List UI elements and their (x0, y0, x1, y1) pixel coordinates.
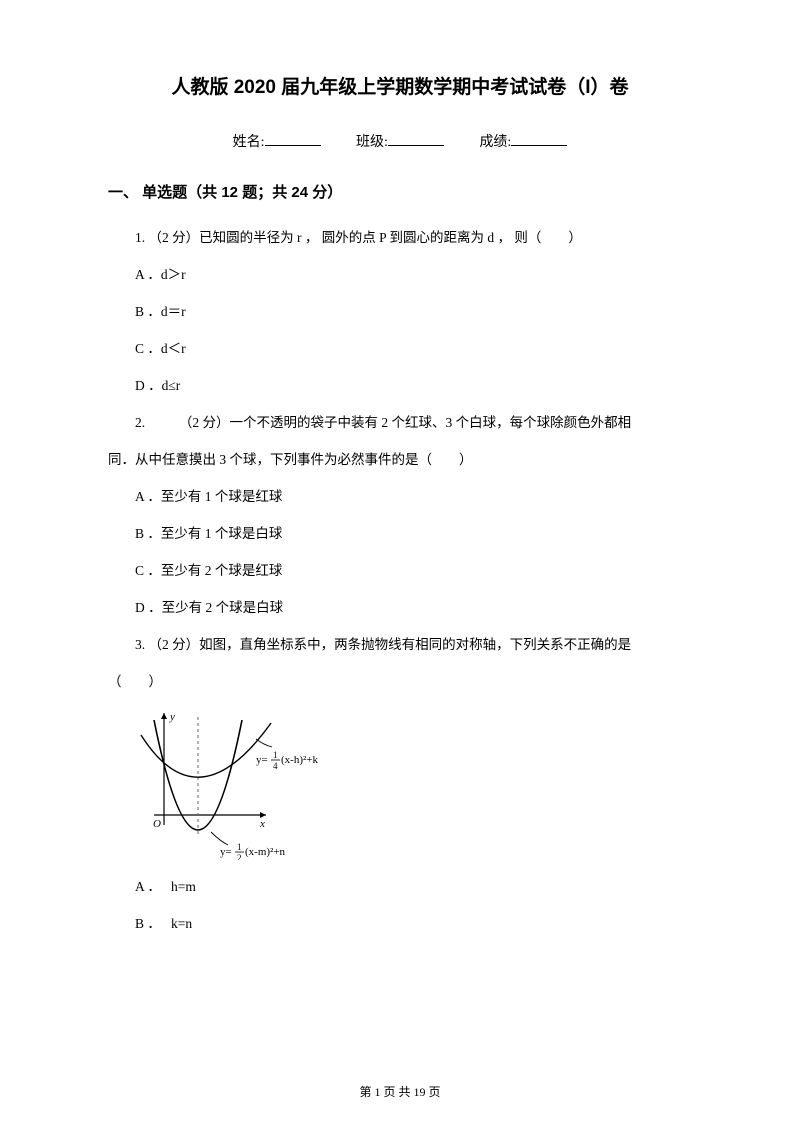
equation-2: y= 1 2 (x-m)²+n (220, 842, 286, 860)
q2-option-b: B ．至少有 1 个球是白球 (108, 520, 692, 547)
q3-stem-2: （ ） (108, 668, 692, 695)
y-axis-label: y (169, 711, 175, 723)
svg-text:2: 2 (237, 853, 242, 860)
q1-option-b: B ．d＝r (108, 298, 692, 325)
page-footer: 第 1 页 共 19 页 (0, 1083, 800, 1100)
x-axis-label: x (259, 818, 265, 830)
svg-text:y=: y= (220, 846, 232, 858)
svg-text:y=: y= (256, 754, 268, 766)
q1-option-c: C ．d＜r (108, 335, 692, 362)
info-line: 姓名: 班级: 成绩: (108, 131, 692, 151)
score-label: 成绩: (479, 135, 511, 150)
name-label: 姓名: (233, 135, 265, 150)
exam-title: 人教版 2020 届九年级上学期数学期中考试试卷（I）卷 (108, 72, 692, 99)
q3-option-b: B ． k=n (108, 910, 692, 937)
q2-stem-1: 2. （2 分）一个不透明的袋子中装有 2 个红球、3 个白球，每个球除颜色外都… (108, 409, 692, 436)
q1-option-a: A ．d＞r (108, 261, 692, 288)
q2-stem-2: 同．从中任意摸出 3 个球，下列事件为必然事件的是（ ） (108, 446, 692, 473)
q1-option-d: D ．d≤r (108, 372, 692, 399)
parabola-diagram: y x O y= 1 4 (x-h)²+k y= 1 2 (x-m)²+n (136, 705, 326, 860)
svg-text:(x-m)²+n: (x-m)²+n (245, 846, 286, 858)
equation-1: y= 1 4 (x-h)²+k (256, 750, 318, 771)
class-blank (388, 145, 444, 146)
leader-1 (256, 739, 272, 747)
svg-text:(x-h)²+k: (x-h)²+k (281, 754, 318, 766)
q3-option-a: A ． h=m (108, 873, 692, 900)
y-arrow-icon (161, 713, 167, 719)
svg-text:1: 1 (273, 750, 278, 760)
exam-page: 人教版 2020 届九年级上学期数学期中考试试卷（I）卷 姓名: 班级: 成绩:… (0, 0, 800, 987)
name-blank (265, 145, 321, 146)
q2-option-a: A ．至少有 1 个球是红球 (108, 483, 692, 510)
svg-text:1: 1 (237, 842, 242, 852)
svg-text:4: 4 (273, 761, 278, 771)
leader-2 (211, 832, 228, 845)
q3-stem-1: 3. （2 分）如图，直角坐标系中，两条抛物线有相同的对称轴，下列关系不正确的是 (108, 631, 692, 658)
class-label: 班级: (356, 135, 388, 150)
q3-figure: y x O y= 1 4 (x-h)²+k y= 1 2 (x-m)²+n (136, 705, 692, 865)
q2-option-c: C ．至少有 2 个球是红球 (108, 557, 692, 584)
section-1-header: 一、 单选题（共 12 题；共 24 分） (108, 181, 692, 202)
origin-label: O (153, 818, 161, 830)
q2-option-d: D ．至少有 2 个球是白球 (108, 594, 692, 621)
q1-stem: 1. （2 分）已知圆的半径为 r ， 圆外的点 P 到圆心的距离为 d ， 则… (108, 224, 692, 251)
score-blank (511, 145, 567, 146)
